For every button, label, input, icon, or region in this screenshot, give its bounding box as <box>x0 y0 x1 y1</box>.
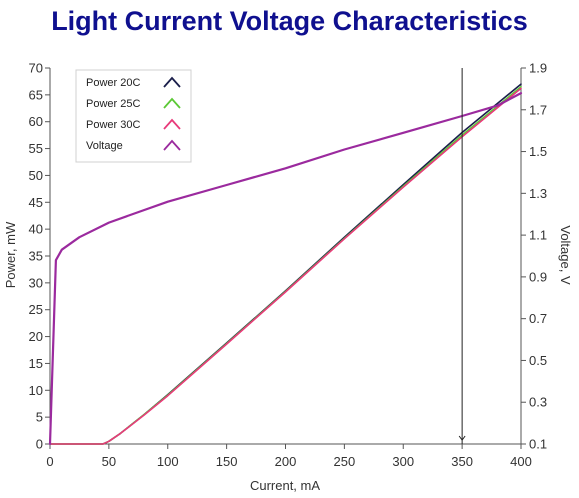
y-tick-label: 25 <box>29 302 43 317</box>
y-tick-label: 15 <box>29 356 43 371</box>
x-tick-label: 150 <box>216 454 238 469</box>
x-tick-label: 250 <box>334 454 356 469</box>
y-tick-label: 5 <box>36 410 43 425</box>
y-tick-label: 35 <box>29 249 43 264</box>
y-tick-label: 55 <box>29 141 43 156</box>
legend-label: Power 25C <box>86 98 140 110</box>
legend-swatch-icon <box>163 118 181 130</box>
y2-tick-label: 1.3 <box>529 186 547 201</box>
x-tick-label: 50 <box>102 454 116 469</box>
y2-tick-label: 1.9 <box>529 61 547 76</box>
y-tick-label: 65 <box>29 87 43 102</box>
x-tick-label: 100 <box>157 454 179 469</box>
y-tick-label: 0 <box>36 437 43 452</box>
series-line-voltage <box>48 91 523 446</box>
y2-axis-label: Voltage, V <box>558 225 573 285</box>
y-tick-label: 40 <box>29 222 43 237</box>
y2-tick-label: 1.1 <box>529 228 547 243</box>
y2-tick-label: 0.7 <box>529 311 547 326</box>
y-tick-label: 10 <box>29 383 43 398</box>
y-axis-label: Power, mW <box>3 221 18 288</box>
y2-tick-label: 0.3 <box>529 395 547 410</box>
y-tick-label: 70 <box>29 61 43 76</box>
legend-label: Power 30C <box>86 119 140 131</box>
x-tick-label: 0 <box>46 454 53 469</box>
x-axis-label: Current, mA <box>250 478 320 493</box>
y-tick-label: 60 <box>29 114 43 129</box>
legend-label: Voltage <box>86 140 123 152</box>
legend-swatch-icon <box>163 97 181 109</box>
y-tick-label: 45 <box>29 195 43 210</box>
y-tick-label: 20 <box>29 329 43 344</box>
y2-tick-label: 0.5 <box>529 353 547 368</box>
y2-tick-label: 0.9 <box>529 269 547 284</box>
y-tick-label: 30 <box>29 275 43 290</box>
legend-swatch-icon <box>163 139 181 151</box>
x-tick-label: 400 <box>510 454 532 469</box>
legend-label: Power 20C <box>86 77 140 89</box>
series-line-power-30c <box>49 87 522 445</box>
y2-tick-label: 1.7 <box>529 102 547 117</box>
y2-tick-label: 1.5 <box>529 144 547 159</box>
y-tick-label: 50 <box>29 168 43 183</box>
x-tick-label: 200 <box>275 454 297 469</box>
y2-tick-label: 0.1 <box>529 437 547 452</box>
chart-title: Light Current Voltage Characteristics <box>51 6 528 36</box>
marker-arrow-icon <box>458 435 466 441</box>
x-tick-label: 350 <box>451 454 473 469</box>
x-tick-label: 300 <box>392 454 414 469</box>
legend-swatch-icon <box>163 76 181 88</box>
legend-box <box>75 69 192 163</box>
